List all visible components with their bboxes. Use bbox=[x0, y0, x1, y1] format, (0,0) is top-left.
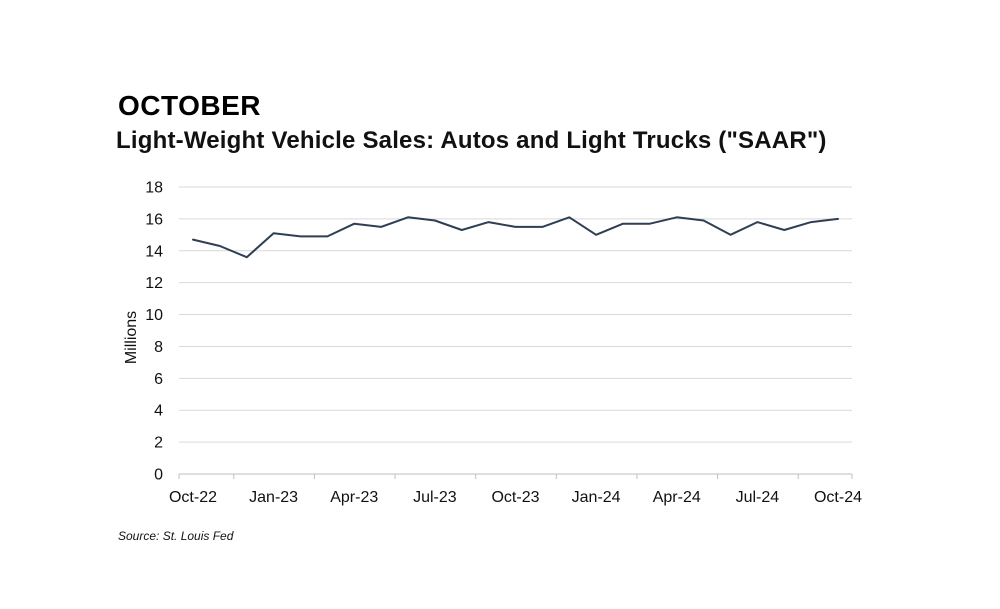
x-tick-label: Apr-23 bbox=[330, 489, 378, 506]
y-tick-label: 4 bbox=[154, 403, 163, 420]
y-tick-label: 6 bbox=[154, 371, 163, 388]
y-tick-label: 10 bbox=[145, 307, 163, 324]
series-line bbox=[192, 216, 839, 259]
y-tick-label: 18 bbox=[145, 180, 163, 197]
axes bbox=[178, 473, 853, 479]
y-tick-label: 8 bbox=[154, 339, 163, 356]
y-axis-title: Millions bbox=[123, 311, 140, 364]
x-tick-label: Apr-24 bbox=[653, 489, 701, 506]
x-tick-label: Jan-23 bbox=[249, 489, 298, 506]
y-tick-label: 2 bbox=[154, 435, 163, 452]
x-tick-labels: Oct-22 Jan-23 Apr-23 Jul-23 Oct-23 Jan-24 Apr-… bbox=[169, 489, 862, 506]
y-tick-label: 0 bbox=[154, 467, 163, 484]
series bbox=[192, 216, 839, 259]
y-tick-labels: 0 2 4 6 8 10 12 14 16 18 bbox=[145, 180, 163, 484]
x-tick-label: Jul-23 bbox=[413, 489, 457, 506]
page-heading: OCTOBER bbox=[118, 90, 261, 121]
x-tick-label: Jul-24 bbox=[736, 489, 780, 506]
x-tick-label: Oct-24 bbox=[814, 489, 862, 506]
gridlines bbox=[179, 186, 852, 443]
source-note: Source: St. Louis Fed bbox=[118, 529, 234, 543]
y-tick-label: 16 bbox=[145, 211, 163, 228]
y-tick-label: 12 bbox=[145, 275, 163, 292]
x-tick-label: Oct-23 bbox=[491, 489, 539, 506]
y-tick-label: 14 bbox=[145, 243, 163, 260]
x-tick-label: Jan-24 bbox=[572, 489, 621, 506]
x-tick-label: Oct-22 bbox=[169, 489, 217, 506]
chart-title: Light-Weight Vehicle Sales: Autos and Li… bbox=[116, 127, 827, 154]
